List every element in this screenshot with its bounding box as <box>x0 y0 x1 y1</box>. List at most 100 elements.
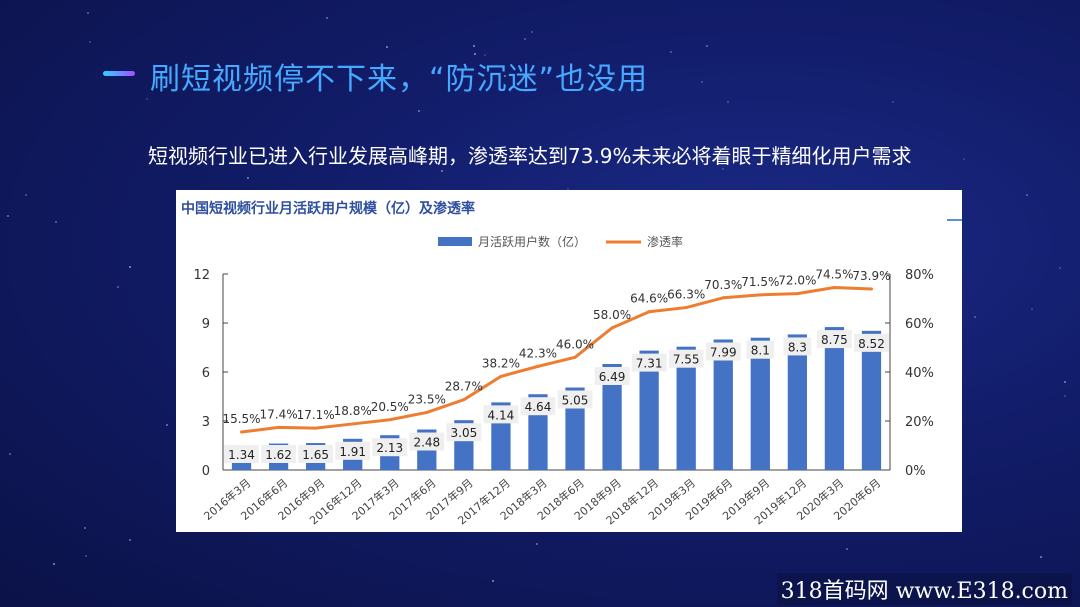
star <box>55 221 57 223</box>
line-value-label: 70.3% <box>704 278 742 292</box>
line-value-label: 46.0% <box>556 337 594 351</box>
line-value-label: 58.0% <box>593 308 631 322</box>
star <box>84 527 86 529</box>
line-value-label: 20.5% <box>371 400 409 414</box>
star <box>504 75 506 77</box>
bar-label-bg <box>594 366 630 385</box>
y-left-tick-label: 6 <box>202 366 210 381</box>
star <box>87 12 89 14</box>
line-point <box>869 287 873 291</box>
bar-value-label: 1.34 <box>228 448 255 462</box>
line-value-label: 28.7% <box>445 380 483 394</box>
line-point <box>536 364 540 368</box>
bar-label-bg <box>298 445 334 463</box>
bar-value-label: 8.3 <box>788 340 807 354</box>
y-left-tick-label: 12 <box>193 268 210 283</box>
star <box>1064 395 1066 397</box>
star <box>1064 381 1066 383</box>
star <box>706 45 708 47</box>
star <box>473 45 475 47</box>
bar-label-bg <box>746 340 775 359</box>
star <box>386 46 388 48</box>
line-value-label: 18.8% <box>334 404 372 418</box>
bar <box>861 330 882 470</box>
bar-value-label: 8.1 <box>751 344 770 358</box>
y-left-tick-label: 9 <box>202 317 210 332</box>
star <box>7 215 9 217</box>
bar-label-bg <box>817 330 852 349</box>
line-point <box>277 425 281 429</box>
star <box>418 110 420 112</box>
bar-label-bg <box>668 349 704 368</box>
bar-label-bg <box>483 405 519 424</box>
y-left-tick-label: 0 <box>202 464 210 479</box>
star <box>441 170 443 172</box>
bar-value-label: 2.48 <box>413 435 440 449</box>
star <box>727 101 729 103</box>
line-point <box>351 422 355 426</box>
star <box>247 177 249 179</box>
bar-value-label: 7.55 <box>673 353 700 367</box>
slide-subtitle: 短视频行业已进入行业发展高峰期，渗透率达到73.9%未来必将着眼于精细化用户需求 <box>148 144 912 168</box>
star <box>963 158 965 160</box>
star <box>25 194 27 196</box>
star <box>129 539 131 541</box>
bar-value-label: 1.91 <box>339 445 366 459</box>
line-value-label: 42.3% <box>519 346 557 360</box>
star <box>1031 308 1033 310</box>
star <box>670 51 672 53</box>
bar-value-label: 8.52 <box>858 337 885 351</box>
penetration-line <box>241 285 872 434</box>
line-value-label: 23.5% <box>408 392 446 406</box>
star <box>536 543 538 545</box>
star <box>892 101 894 103</box>
watermark: 318首码网 www.E318.com <box>776 573 1072 605</box>
y-right-tick-label: 40% <box>905 366 934 381</box>
star <box>974 316 976 318</box>
line-value-label: 71.5% <box>741 275 779 289</box>
bar-value-label: 8.75 <box>821 333 848 347</box>
bar-label-bg <box>372 438 408 457</box>
line-value-label: 74.5% <box>815 267 853 281</box>
bar-value-label: 1.62 <box>265 448 292 462</box>
legend-line-label: 渗透率 <box>647 234 683 249</box>
bar <box>602 363 622 470</box>
star <box>9 453 11 455</box>
star <box>146 98 148 100</box>
line-point <box>573 355 577 359</box>
chart-title: 中国短视频行业月活跃用户规模（亿）及渗透率 <box>181 200 475 217</box>
y-right-tick-label: 20% <box>905 415 934 430</box>
chart-card: 中国短视频行业月活跃用户规模（亿）及渗透率 月活跃用户数（亿） 渗透率 0 3 6 9 12 0… <box>176 190 962 532</box>
bar-value-label: 3.05 <box>451 426 478 440</box>
y-left-tick-label: 3 <box>202 415 210 430</box>
line-point <box>832 285 836 289</box>
line-point <box>388 418 392 422</box>
star <box>89 41 91 43</box>
star <box>722 168 724 170</box>
star <box>53 563 55 565</box>
y-right-tick-label: 60% <box>905 317 934 332</box>
bar <box>676 346 696 470</box>
line-point <box>758 293 762 297</box>
title-accent-bar <box>103 71 135 76</box>
bar <box>824 327 845 470</box>
line-value-label: 64.6% <box>630 292 668 306</box>
bar-label-bg <box>409 432 445 451</box>
star <box>1026 194 1028 196</box>
line-point <box>240 430 244 434</box>
star <box>85 555 87 557</box>
star <box>129 266 131 268</box>
line-value-label: 17.4% <box>260 407 298 421</box>
line-point <box>684 306 688 310</box>
y-right-tick-label: 80% <box>905 268 934 283</box>
star <box>792 160 794 162</box>
bar-value-label: 7.31 <box>636 357 663 371</box>
star <box>117 286 119 288</box>
bar-value-label: 4.14 <box>488 408 515 422</box>
bar-label-bg <box>783 337 812 356</box>
bar-label-bg <box>557 390 593 409</box>
slide-title: 刷短视频停不下来，“防沉迷”也没用 <box>150 62 649 97</box>
star <box>1040 556 1042 558</box>
bar-value-label: 5.05 <box>562 394 589 408</box>
